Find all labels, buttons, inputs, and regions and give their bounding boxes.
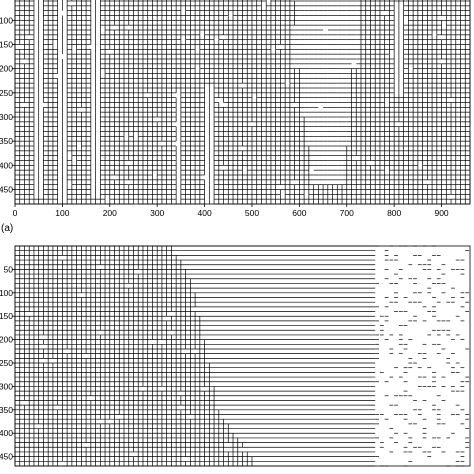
panel-a-chart: 5010015020025030035040045001002003004005… xyxy=(0,0,471,234)
panel-a-grid xyxy=(14,0,471,205)
